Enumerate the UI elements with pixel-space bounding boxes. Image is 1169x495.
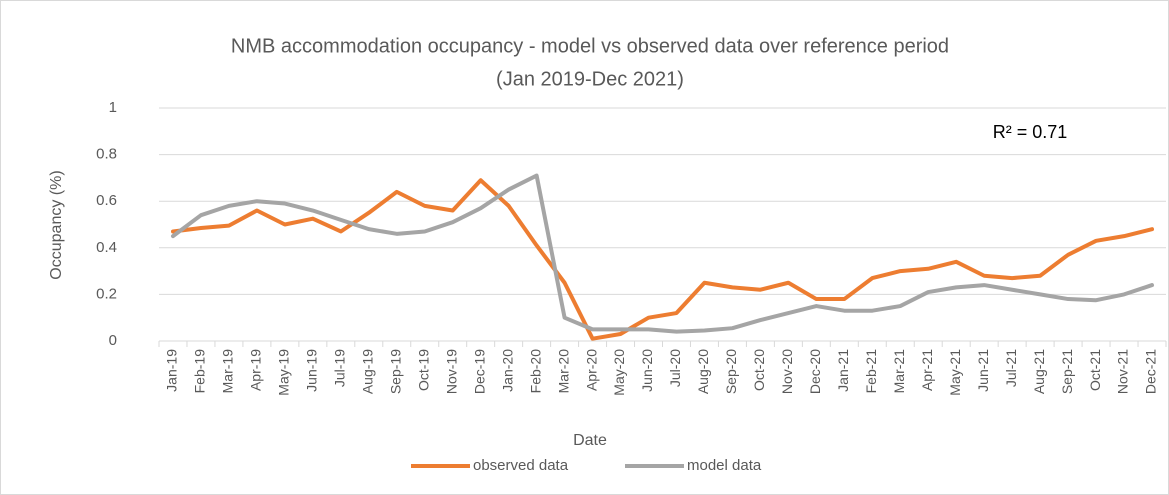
x-tick-label: Mar-21 [891,349,907,394]
x-tick-label: Dec-19 [471,349,487,394]
annotation: R² = 0.71 [993,122,1068,142]
x-tick-label: Aug-20 [695,349,711,394]
x-tick-label: Apr-21 [919,349,935,391]
x-tick-label: Sep-21 [1059,349,1075,394]
x-tick-label: May-21 [947,349,963,396]
line [170,178,1155,341]
y-tick-label: 0.8 [96,146,117,163]
x-tick-label: Nov-21 [1115,349,1131,394]
line [170,173,1155,334]
y-axis-label: Occupancy (%) [48,170,65,279]
x-tick-label: Sep-19 [387,349,403,394]
x-tick-label: Aug-19 [359,349,375,394]
x-tick-label: Aug-21 [1031,349,1047,394]
x-tick-label: Jan-20 [499,349,515,392]
x-tick-label: Mar-19 [220,349,236,394]
x-tick-label: Oct-21 [1087,349,1103,391]
chart-title: NMB accommodation occupancy - model vs o… [231,35,949,57]
x-tick-label: Jul-21 [1003,349,1019,387]
x-tick-label: Apr-20 [583,349,599,391]
x-tick-label: Mar-20 [555,349,571,394]
y-tick-label: 0.6 [96,192,117,209]
legend-label: model data [687,457,762,474]
y-tick-label: 0 [109,332,117,349]
x-tick-label: May-20 [611,349,627,396]
x-tick-label: Sep-20 [723,349,739,394]
y-tick-label: 1 [109,99,117,116]
x-tick-label: Feb-21 [863,349,879,394]
y-tick-label: 0.4 [96,239,117,256]
x-tick-label: Jun-19 [304,349,320,392]
x-tick-label: Jan-21 [835,349,851,392]
x-tick-label: Jul-20 [667,349,683,387]
x-tick-label: Nov-20 [779,349,795,394]
legend-label: observed data [473,457,569,474]
x-tick-label: Jun-20 [639,349,655,392]
x-tick-label: Jan-19 [164,349,180,392]
x-tick-label: Nov-19 [443,349,459,394]
x-tick-label: Apr-19 [248,349,264,391]
x-tick-label: Jun-21 [975,349,991,392]
x-tick-label: Jul-19 [332,349,348,387]
y-tick-label: 0.2 [96,285,117,302]
x-tick-label: Dec-21 [1143,349,1159,394]
x-axis-label: Date [573,432,607,449]
x-tick-label: Feb-19 [192,349,208,394]
x-tick-label: May-19 [276,349,292,396]
x-tick-label: Oct-20 [751,349,767,391]
chart-subtitle: (Jan 2019-Dec 2021) [496,68,684,90]
x-tick-label: Dec-20 [807,349,823,394]
x-tick-label: Oct-19 [415,349,431,391]
x-tick-label: Feb-20 [527,349,543,394]
